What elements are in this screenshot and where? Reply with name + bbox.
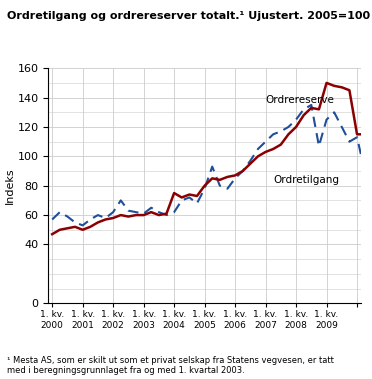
Text: Ordretilgang: Ordretilgang <box>273 175 339 185</box>
Text: Ordretilgang og ordrereserver totalt.¹ Ujustert. 2005=100: Ordretilgang og ordrereserver totalt.¹ U… <box>7 11 371 21</box>
Y-axis label: Indeks: Indeks <box>5 168 15 204</box>
Text: ¹ Mesta AS, som er skilt ut som et privat selskap fra Statens vegvesen, er tatt
: ¹ Mesta AS, som er skilt ut som et priva… <box>7 356 334 375</box>
Text: Ordrereserve: Ordrereserve <box>266 96 334 105</box>
